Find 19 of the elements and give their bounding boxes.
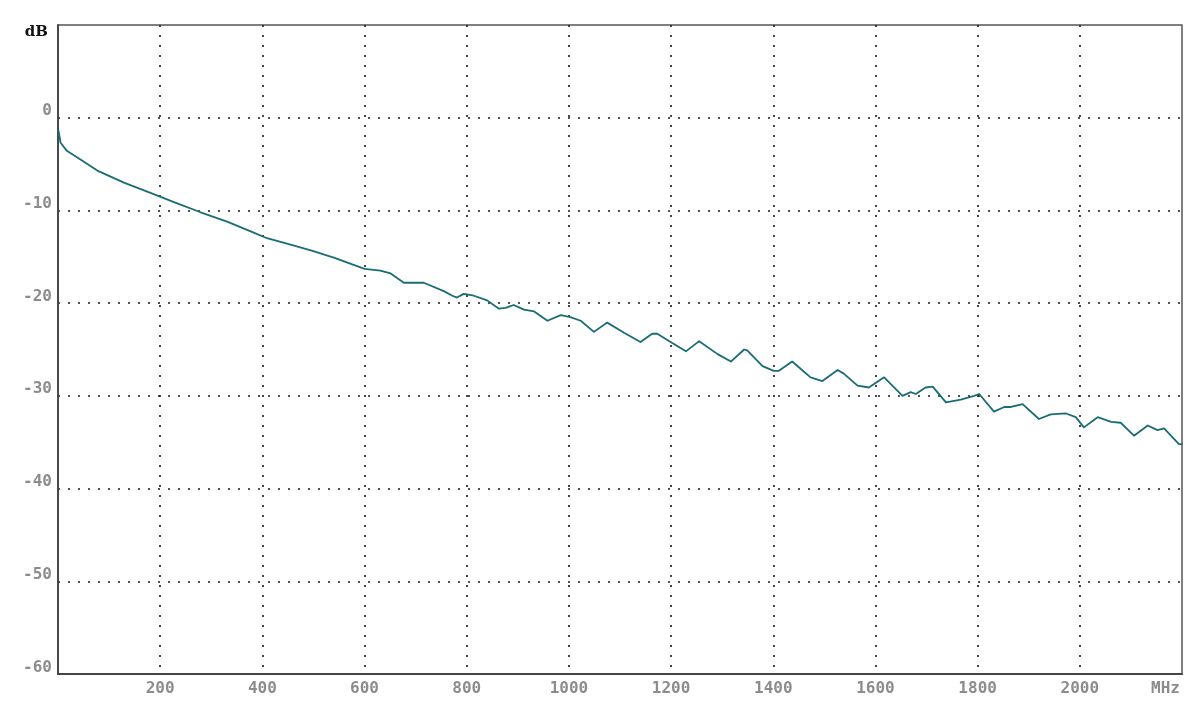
y-tick-label: -20 <box>23 285 52 305</box>
x-tick-label: 2000 <box>1060 677 1100 697</box>
y-axis-title: dB <box>24 22 48 40</box>
x-tick-label: 400 <box>247 677 277 697</box>
y-tick-label: -30 <box>23 378 52 398</box>
y-tick-label: -50 <box>23 563 52 583</box>
y-tick-label: 0 <box>42 100 52 120</box>
x-tick-label: 1000 <box>549 677 589 697</box>
x-tick-label: 600 <box>350 677 379 697</box>
y-tick-label: -40 <box>23 471 52 491</box>
x-tick-label: 200 <box>145 677 175 697</box>
x-tick-label: 1600 <box>856 677 895 697</box>
x-tick-label: 1800 <box>958 677 997 697</box>
x-tick-label: 1200 <box>651 677 691 697</box>
x-axis-title: MHz <box>1151 677 1180 697</box>
y-tick-label: -10 <box>23 192 52 212</box>
x-tick-label: 800 <box>452 677 482 697</box>
x-tick-label: 1400 <box>754 677 793 697</box>
y-tick-label: -60 <box>23 656 52 676</box>
